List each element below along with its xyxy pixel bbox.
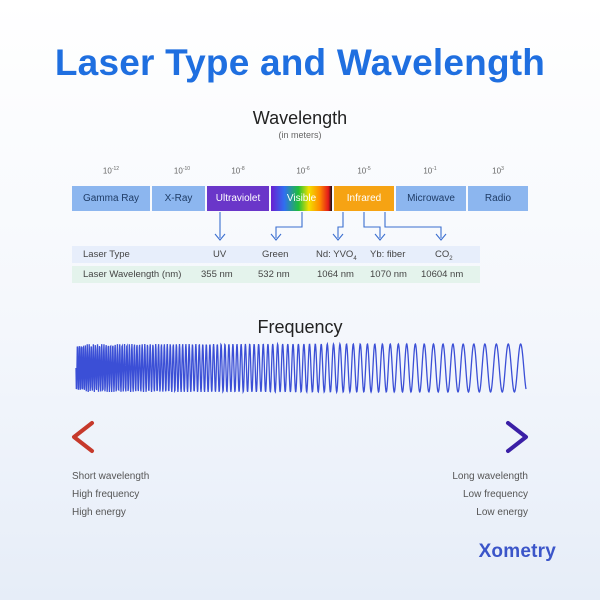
short-wavelength-label: Short wavelength (72, 471, 150, 482)
band-label: Microwave (407, 193, 455, 204)
connector-arrows (214, 212, 447, 241)
spectrum-arrow (72, 421, 528, 453)
long-wavelength-label: Long wavelength (452, 471, 528, 482)
laser-type-row: Laser Type UV Green Nd: YVO4 Yb: fiber C… (72, 246, 480, 263)
band-label: Visible (286, 193, 317, 204)
band-infrared: Infrared (334, 186, 394, 211)
laser-type-uv: UV (213, 249, 227, 260)
band-label: X-Ray (164, 193, 193, 204)
arrowhead-left (72, 421, 94, 453)
exponent-label: 10-12 (102, 166, 120, 176)
band-label: Gamma Ray (82, 193, 140, 204)
arrowhead (214, 233, 226, 241)
band-label: Infrared (346, 193, 382, 204)
wavelength-value: 1064 nm (317, 269, 354, 280)
low-energy-label: Low energy (476, 507, 528, 518)
laser-type-green: Green (262, 249, 289, 260)
high-frequency-label: High frequency (72, 489, 140, 500)
laser-wavelength-label: Laser Wavelength (nm) (83, 269, 182, 280)
wavelength-value: 10604 nm (421, 269, 464, 280)
right-labels: Long wavelength Low frequency Low energy (452, 468, 528, 522)
arrowhead (374, 233, 386, 241)
low-frequency-label: Low frequency (462, 489, 528, 500)
laser-type-label: Laser Type (83, 249, 130, 260)
band-gamma-ray: Gamma Ray (72, 186, 150, 211)
laser-wavelength-row: Laser Wavelength (nm) 355 nm 532 nm 1064… (72, 266, 480, 283)
left-labels: Short wavelength High frequency High ene… (72, 468, 149, 522)
connector-yb-fiber (363, 212, 381, 238)
exponent-label: 10-1 (423, 166, 437, 176)
band-label: Radio (484, 193, 512, 204)
band-ultraviolet: Ultraviolet (207, 186, 269, 211)
wavelength-value: 1070 nm (370, 269, 407, 280)
laser-type-ndyvo: Nd: YVO4 (316, 249, 357, 262)
wavelength-subheading: (in meters) (278, 130, 322, 140)
exponent-label: 10-5 (357, 166, 371, 176)
connector-co2 (384, 212, 442, 238)
connector-green (275, 212, 303, 238)
band-label: Ultraviolet (215, 193, 261, 204)
wavelength-heading: Wavelength (252, 108, 348, 128)
band-microwave: Microwave (396, 186, 466, 211)
wave-line (75, 341, 527, 395)
arrowhead (435, 233, 447, 241)
exponent-label: 103 (492, 166, 504, 176)
brand-logo: Xometry (478, 541, 556, 562)
laser-type-co: CO2 (435, 249, 453, 262)
arrowhead (270, 233, 282, 241)
frequency-wave (75, 341, 527, 395)
wavelength-value: 355 nm (201, 269, 233, 280)
frequency-heading: Frequency (257, 317, 343, 337)
connector-ndyvo4 (337, 212, 344, 238)
wavelength-value: 532 nm (258, 269, 290, 280)
page-title: Laser Type and Wavelength (54, 42, 546, 83)
band-visible: Visible (271, 186, 332, 211)
band-radio: Radio (468, 186, 528, 211)
arrowhead (332, 233, 344, 241)
arrowhead-right (506, 421, 528, 453)
band-x-ray: X-Ray (152, 186, 205, 211)
exponent-label: 10-8 (231, 166, 245, 176)
exponent-label: 10-10 (173, 166, 191, 176)
high-energy-label: High energy (72, 507, 126, 518)
laser-type-yb-fiber: Yb: fiber (370, 249, 406, 260)
exponent-label: 10-6 (296, 166, 310, 176)
